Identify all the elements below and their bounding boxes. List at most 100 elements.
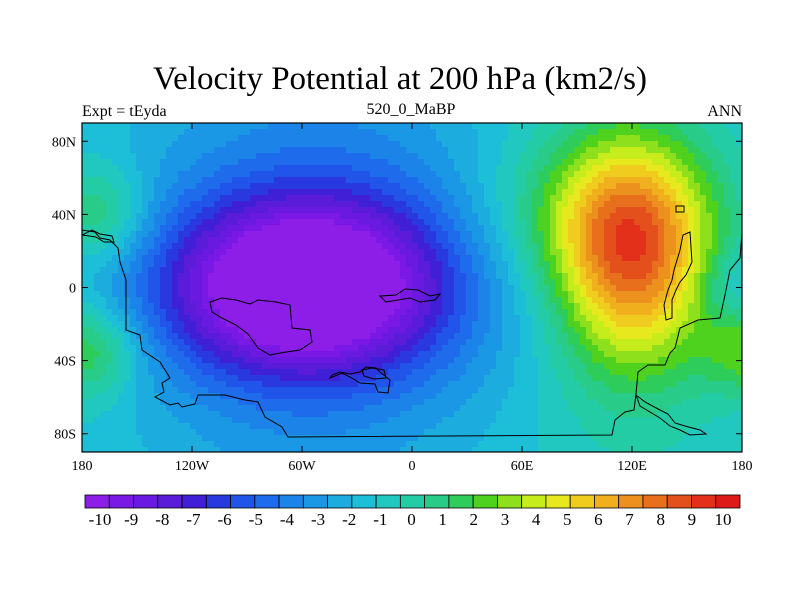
field-cell [484, 261, 491, 268]
field-cell [370, 141, 377, 148]
field-cell [460, 297, 467, 304]
field-cell [160, 441, 167, 448]
field-cell [430, 189, 437, 196]
field-cell [346, 195, 353, 202]
field-cell [490, 309, 497, 316]
field-cell [88, 201, 95, 208]
field-cell [556, 417, 563, 424]
field-cell [136, 405, 143, 412]
field-cell [340, 243, 347, 250]
field-cell [568, 387, 575, 394]
field-cell [148, 411, 155, 418]
field-cell [604, 399, 611, 406]
field-cell [394, 207, 401, 214]
field-cell [208, 219, 215, 226]
field-cell [184, 363, 191, 370]
field-cell [316, 213, 323, 220]
field-cell [100, 393, 107, 400]
field-cell [556, 327, 563, 334]
field-cell [580, 417, 587, 424]
field-cell [88, 147, 95, 154]
field-cell [100, 135, 107, 142]
field-cell [562, 231, 569, 238]
field-cell [562, 165, 569, 172]
field-cell [328, 285, 335, 292]
field-cell [154, 153, 161, 160]
field-cell [328, 291, 335, 298]
field-cell [568, 177, 575, 184]
field-cell [346, 435, 353, 442]
field-cell [400, 357, 407, 364]
field-cell [178, 309, 185, 316]
field-cell [598, 165, 605, 172]
field-cell [250, 213, 257, 220]
field-cell [514, 405, 521, 412]
field-cell [316, 297, 323, 304]
field-cell [322, 435, 329, 442]
field-cell [478, 423, 485, 430]
field-cell [148, 213, 155, 220]
field-cell [394, 285, 401, 292]
field-cell [388, 339, 395, 346]
field-cell [610, 429, 617, 436]
field-cell [502, 213, 509, 220]
field-cell [172, 153, 179, 160]
field-cell [322, 375, 329, 382]
field-cell [304, 429, 311, 436]
field-cell [472, 225, 479, 232]
field-cell [136, 393, 143, 400]
field-cell [202, 333, 209, 340]
field-cell [508, 237, 515, 244]
field-cell [592, 249, 599, 256]
field-cell [274, 177, 281, 184]
field-cell [226, 399, 233, 406]
field-cell [172, 213, 179, 220]
field-cell [496, 225, 503, 232]
field-cell [520, 135, 527, 142]
field-cell [286, 345, 293, 352]
field-cell [256, 267, 263, 274]
field-cell [544, 267, 551, 274]
field-cell [298, 327, 305, 334]
field-cell [322, 249, 329, 256]
field-cell [226, 363, 233, 370]
field-cell [214, 441, 221, 448]
field-cell [586, 285, 593, 292]
field-cell [178, 441, 185, 448]
field-cell [220, 237, 227, 244]
field-cell [466, 123, 473, 130]
field-cell [184, 297, 191, 304]
field-cell [214, 243, 221, 250]
field-cell [400, 183, 407, 190]
field-cell [196, 405, 203, 412]
field-cell [94, 207, 101, 214]
field-cell [148, 447, 155, 452]
field-cell [454, 123, 461, 130]
field-cell [388, 159, 395, 166]
field-cell [442, 339, 449, 346]
field-cell [514, 363, 521, 370]
field-cell [610, 147, 617, 154]
field-cell [346, 429, 353, 436]
field-cell [262, 345, 269, 352]
field-cell [544, 237, 551, 244]
field-cell [592, 141, 599, 148]
field-cell [598, 357, 605, 364]
field-cell [610, 321, 617, 328]
field-cell [430, 333, 437, 340]
field-cell [388, 303, 395, 310]
field-cell [574, 213, 581, 220]
field-cell [286, 231, 293, 238]
field-cell [196, 447, 203, 452]
field-cell [214, 159, 221, 166]
field-cell [430, 177, 437, 184]
field-cell [436, 381, 443, 388]
field-cell [142, 237, 149, 244]
field-cell [118, 243, 125, 250]
field-cell [100, 189, 107, 196]
field-cell [184, 387, 191, 394]
field-cell [532, 237, 539, 244]
field-cell [586, 159, 593, 166]
field-cell [244, 447, 251, 452]
field-cell [100, 381, 107, 388]
